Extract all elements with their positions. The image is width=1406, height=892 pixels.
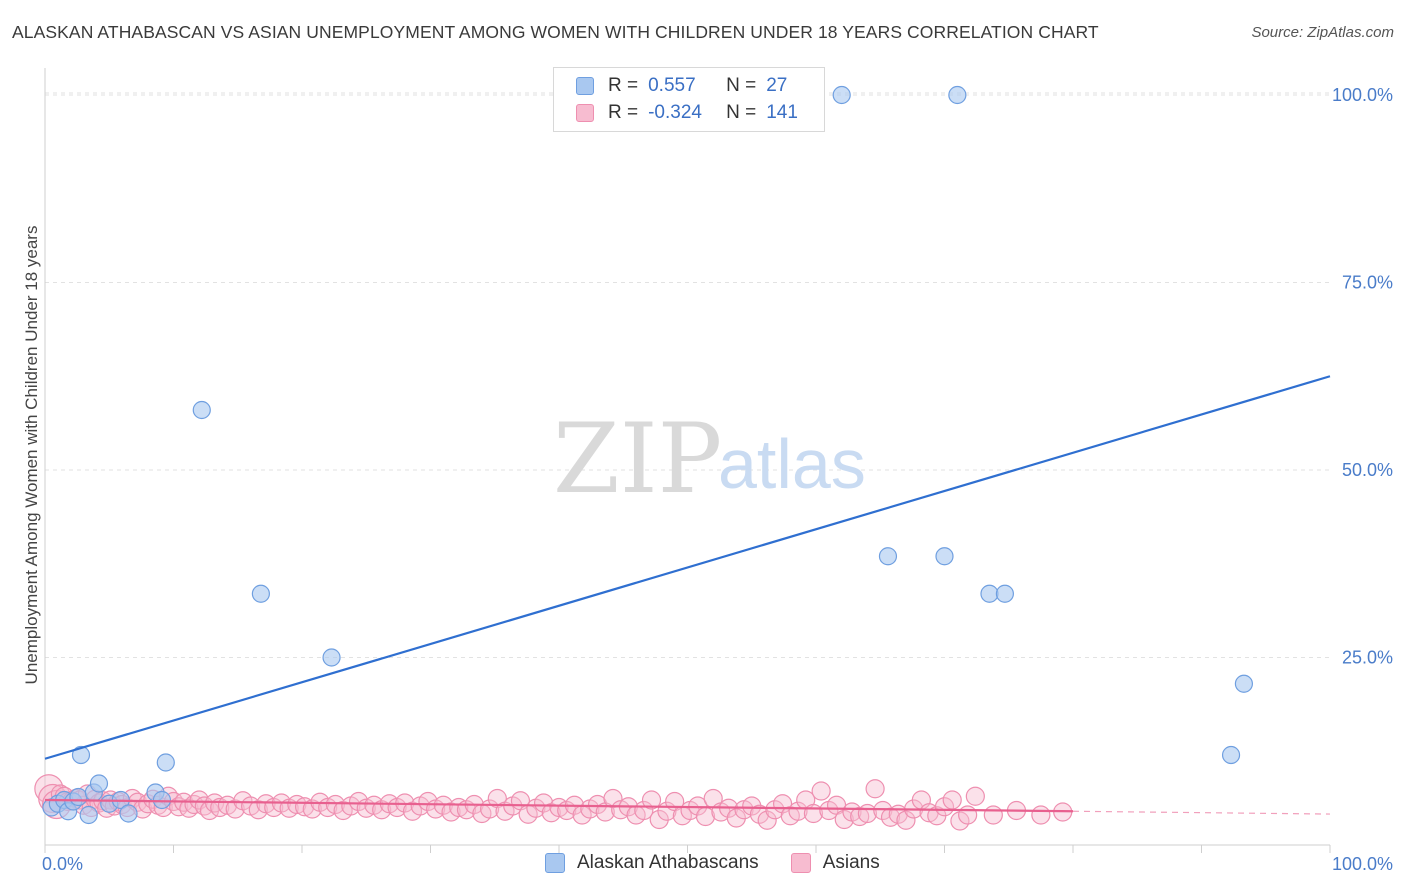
legend-n-value: 27 [766, 75, 788, 96]
asians-point [757, 810, 777, 830]
legend-swatch-pink [576, 104, 594, 122]
asians-point [811, 781, 831, 801]
athabascans-point [995, 584, 1014, 603]
legend-r-value: -0.324 [648, 102, 702, 123]
athabascans-trend-line [44, 375, 1331, 760]
asians-point [742, 796, 762, 816]
legend-n-value: 141 [766, 102, 798, 123]
asians-point [950, 811, 970, 831]
legend-item-athabascans[interactable]: Alaskan Athabascans [545, 852, 759, 874]
asians-point [179, 798, 199, 818]
y-axis-label: Unemployment Among Women with Children U… [22, 226, 41, 685]
asians-point [803, 803, 824, 824]
asians-point [834, 809, 854, 830]
axes [44, 68, 1331, 853]
asians-point [302, 799, 322, 819]
athabascans-point [119, 804, 138, 823]
asians-point [449, 797, 469, 818]
athabascans-point [89, 774, 109, 793]
asians-trend-extension [1072, 810, 1331, 815]
legend-r-label: R = [608, 102, 639, 123]
legend-n-label: N = [726, 75, 757, 96]
legend-row-athabascans: R = 0.557 N = 27 [576, 73, 787, 99]
asians-point [865, 779, 885, 799]
grid [45, 92, 1330, 658]
y-tick-label: 75.0% [1342, 273, 1393, 293]
asians-point [958, 805, 978, 825]
asians-point [896, 810, 916, 830]
athabascans-point [1221, 745, 1241, 765]
watermark: ZIP atlas [553, 403, 866, 515]
asians-point [533, 793, 554, 813]
asians-point [418, 791, 438, 812]
athabascans-point [71, 745, 91, 765]
asians-point [225, 799, 245, 819]
chart-title: ALASKAN ATHABASCAN VS ASIAN UNEMPLOYMENT… [12, 22, 1099, 42]
athabascans-point [935, 547, 954, 566]
legend-n-label: N = [726, 102, 757, 123]
athabascans-point [1234, 674, 1254, 693]
asians-point [857, 803, 878, 824]
asians-point [873, 800, 893, 821]
athabascans-point [251, 584, 270, 603]
y-tick-label: 100.0% [1332, 85, 1393, 105]
asians-point [726, 808, 746, 828]
asians-point [965, 786, 985, 806]
asians-trend-line [44, 798, 1074, 813]
athabascans-point [192, 400, 211, 420]
tick-labels: 25.0% 50.0% 75.0% 100.0% 0.0% 100.0% [42, 85, 1393, 874]
asians-point [942, 790, 962, 810]
athabascans-point [69, 787, 88, 807]
legend-r-label: R = [608, 75, 639, 96]
asians-point [788, 801, 808, 821]
athabascans-point [156, 753, 175, 772]
watermark-atlas: atlas [718, 425, 866, 503]
legend-label-athabascans: Alaskan Athabascans [577, 852, 759, 873]
x-tick-label: 100.0% [1332, 854, 1393, 874]
athabascans-point [878, 547, 898, 566]
athabascans-point [79, 805, 98, 825]
legend-swatch-blue [545, 853, 565, 873]
series-legend: Alaskan Athabascans Asians [545, 852, 912, 874]
legend-swatch-blue [576, 77, 594, 95]
asians-point [287, 794, 307, 815]
legend-row-asians: R = -0.324 N = 141 [576, 100, 798, 126]
x-tick-label: 0.0% [42, 854, 83, 874]
athabascans-point [832, 85, 851, 105]
athabascans-point [948, 85, 967, 105]
asians-point [603, 788, 623, 809]
athabascans-point [152, 790, 172, 810]
asians-point [934, 797, 955, 817]
legend-r-value: 0.557 [648, 75, 696, 96]
correlation-legend: R = 0.557 N = 27 R = -0.324 N = 141 [553, 67, 825, 132]
legend-label-asians: Asians [822, 852, 880, 873]
asians-point [749, 804, 770, 824]
watermark-zip: ZIP [553, 403, 722, 515]
asians-point [641, 790, 662, 810]
source-label: Source: ZipAtlas.com [1251, 24, 1394, 41]
asians-point [983, 805, 1003, 825]
trend-lines [44, 375, 1331, 815]
asians-point [549, 797, 569, 818]
legend-swatch-pink [790, 853, 811, 873]
y-tick-label: 50.0% [1342, 460, 1393, 480]
asians-point [248, 800, 268, 820]
asians-point [850, 806, 870, 827]
asians-point [372, 800, 392, 820]
asians-point [325, 794, 346, 815]
asians-point [649, 809, 669, 830]
athabascans-point [980, 584, 999, 603]
asians-point [348, 791, 369, 812]
asians-point [1031, 805, 1051, 825]
asians-point [189, 790, 209, 810]
legend-item-asians[interactable]: Asians [790, 852, 880, 874]
athabascans-point [322, 648, 341, 667]
y-tick-label: 25.0% [1342, 648, 1393, 668]
